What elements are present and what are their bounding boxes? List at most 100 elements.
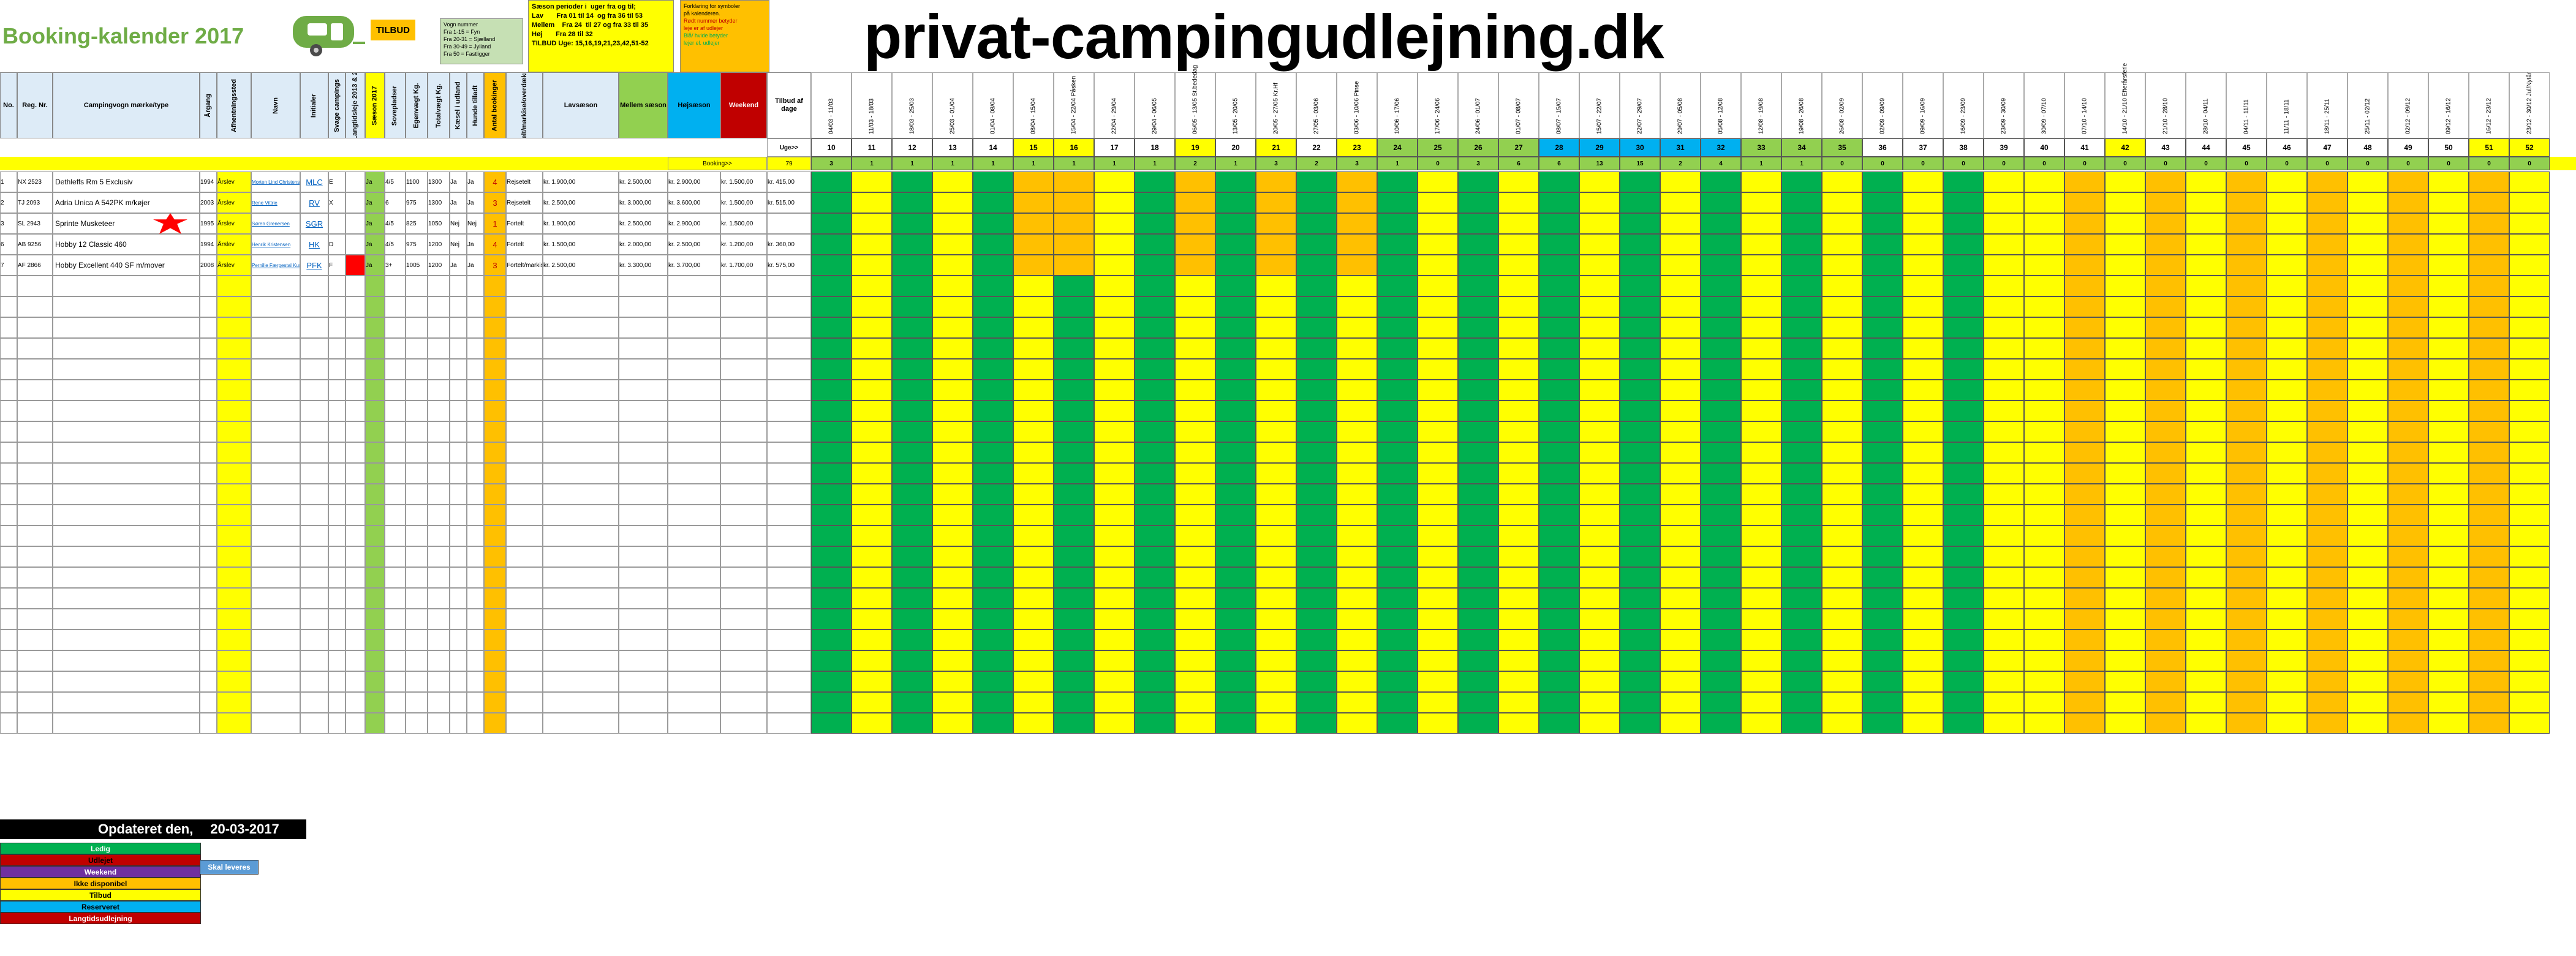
week-cell[interactable] [2064, 359, 2105, 380]
week-cell[interactable] [1377, 276, 1418, 296]
week-cell[interactable] [1620, 567, 1660, 588]
week-cell[interactable] [1215, 692, 1256, 713]
week-cell[interactable] [1054, 525, 1094, 546]
week-cell[interactable] [1418, 380, 1458, 401]
week-cell[interactable] [2145, 463, 2186, 484]
week-cell[interactable] [1701, 463, 1741, 484]
week-cell[interactable] [1660, 380, 1701, 401]
week-cell[interactable] [932, 401, 973, 421]
week-cell[interactable] [1781, 546, 1822, 567]
week-cell[interactable] [2428, 484, 2469, 505]
week-cell[interactable] [2388, 359, 2428, 380]
week-cell[interactable] [1175, 296, 1215, 317]
week-cell[interactable] [1054, 588, 1094, 609]
week-cell[interactable] [2226, 713, 2267, 734]
week-cell[interactable] [1862, 296, 1903, 317]
week-cell[interactable] [1094, 567, 1135, 588]
week-cell[interactable] [892, 525, 932, 546]
week-cell[interactable] [1498, 609, 1539, 630]
week-cell[interactable] [1013, 317, 1054, 338]
week-cell[interactable] [1539, 171, 1579, 192]
week-cell[interactable] [852, 213, 892, 234]
week-cell[interactable] [1620, 650, 1660, 671]
week-cell[interactable] [1135, 296, 1175, 317]
week-cell[interactable] [1620, 338, 1660, 359]
week-cell[interactable] [2428, 296, 2469, 317]
week-cell[interactable] [2388, 692, 2428, 713]
week-cell[interactable] [1377, 567, 1418, 588]
week-cell[interactable] [973, 442, 1013, 463]
week-cell[interactable] [1822, 588, 1862, 609]
week-cell[interactable] [1781, 671, 1822, 692]
week-cell[interactable] [1135, 588, 1175, 609]
week-cell[interactable] [1296, 442, 1337, 463]
week-cell[interactable] [852, 484, 892, 505]
week-cell[interactable] [932, 567, 973, 588]
week-cell[interactable] [1296, 463, 1337, 484]
week-cell[interactable] [892, 650, 932, 671]
week-cell[interactable] [1620, 463, 1660, 484]
week-cell[interactable] [852, 296, 892, 317]
week-cell[interactable] [892, 713, 932, 734]
week-cell[interactable] [1256, 484, 1296, 505]
week-cell[interactable] [1498, 296, 1539, 317]
week-cell[interactable] [1903, 484, 1943, 505]
week-cell[interactable] [1943, 380, 1984, 401]
week-cell[interactable] [2469, 171, 2509, 192]
week-cell[interactable] [1337, 317, 1377, 338]
week-cell[interactable] [2145, 588, 2186, 609]
week-cell[interactable] [1984, 442, 2024, 463]
week-cell[interactable] [1781, 463, 1822, 484]
week-cell[interactable] [2186, 421, 2226, 442]
week-cell[interactable] [1175, 567, 1215, 588]
week-cell[interactable] [1903, 380, 1943, 401]
week-cell[interactable] [1741, 609, 1781, 630]
table-row[interactable] [0, 484, 2576, 505]
week-cell[interactable] [1013, 234, 1054, 255]
week-cell[interactable] [2267, 359, 2307, 380]
week-cell[interactable] [1054, 484, 1094, 505]
week-cell[interactable] [2469, 546, 2509, 567]
week-cell[interactable] [2509, 588, 2550, 609]
week-cell[interactable] [1903, 421, 1943, 442]
week-cell[interactable] [1135, 421, 1175, 442]
week-cell[interactable] [2226, 505, 2267, 525]
week-cell[interactable] [1781, 192, 1822, 213]
week-cell[interactable] [1741, 713, 1781, 734]
week-cell[interactable] [2428, 546, 2469, 567]
week-cell[interactable] [1539, 317, 1579, 338]
week-cell[interactable] [2226, 463, 2267, 484]
week-cell[interactable] [1822, 359, 1862, 380]
row-cell-camp[interactable]: Dethleffs Rm 5 Exclusiv [53, 171, 200, 192]
week-cell[interactable] [2024, 505, 2064, 525]
week-cell[interactable] [1458, 359, 1498, 380]
week-cell[interactable] [2145, 276, 2186, 296]
week-cell[interactable] [2064, 713, 2105, 734]
week-cell[interactable] [1943, 171, 1984, 192]
week-cell[interactable] [1215, 567, 1256, 588]
week-cell[interactable] [2509, 630, 2550, 650]
week-cell[interactable] [2307, 546, 2347, 567]
week-cell[interactable] [1458, 588, 1498, 609]
week-cell[interactable] [1458, 213, 1498, 234]
week-cell[interactable] [1377, 213, 1418, 234]
week-cell[interactable] [2064, 421, 2105, 442]
week-cell[interactable] [1013, 380, 1054, 401]
week-cell[interactable] [1984, 546, 2024, 567]
week-cell[interactable] [1013, 276, 1054, 296]
week-cell[interactable] [2307, 525, 2347, 546]
week-cell[interactable] [811, 588, 852, 609]
week-cell[interactable] [1579, 546, 1620, 567]
week-cell[interactable] [1539, 567, 1579, 588]
week-cell[interactable] [1135, 692, 1175, 713]
week-cell[interactable] [1054, 192, 1094, 213]
week-cell[interactable] [1781, 588, 1822, 609]
week-cell[interactable] [1620, 525, 1660, 546]
week-cell[interactable] [2064, 588, 2105, 609]
week-cell[interactable] [2347, 650, 2388, 671]
week-cell[interactable] [811, 234, 852, 255]
week-cell[interactable] [2388, 567, 2428, 588]
week-cell[interactable] [1579, 630, 1620, 650]
week-cell[interactable] [1539, 671, 1579, 692]
week-cell[interactable] [2064, 380, 2105, 401]
